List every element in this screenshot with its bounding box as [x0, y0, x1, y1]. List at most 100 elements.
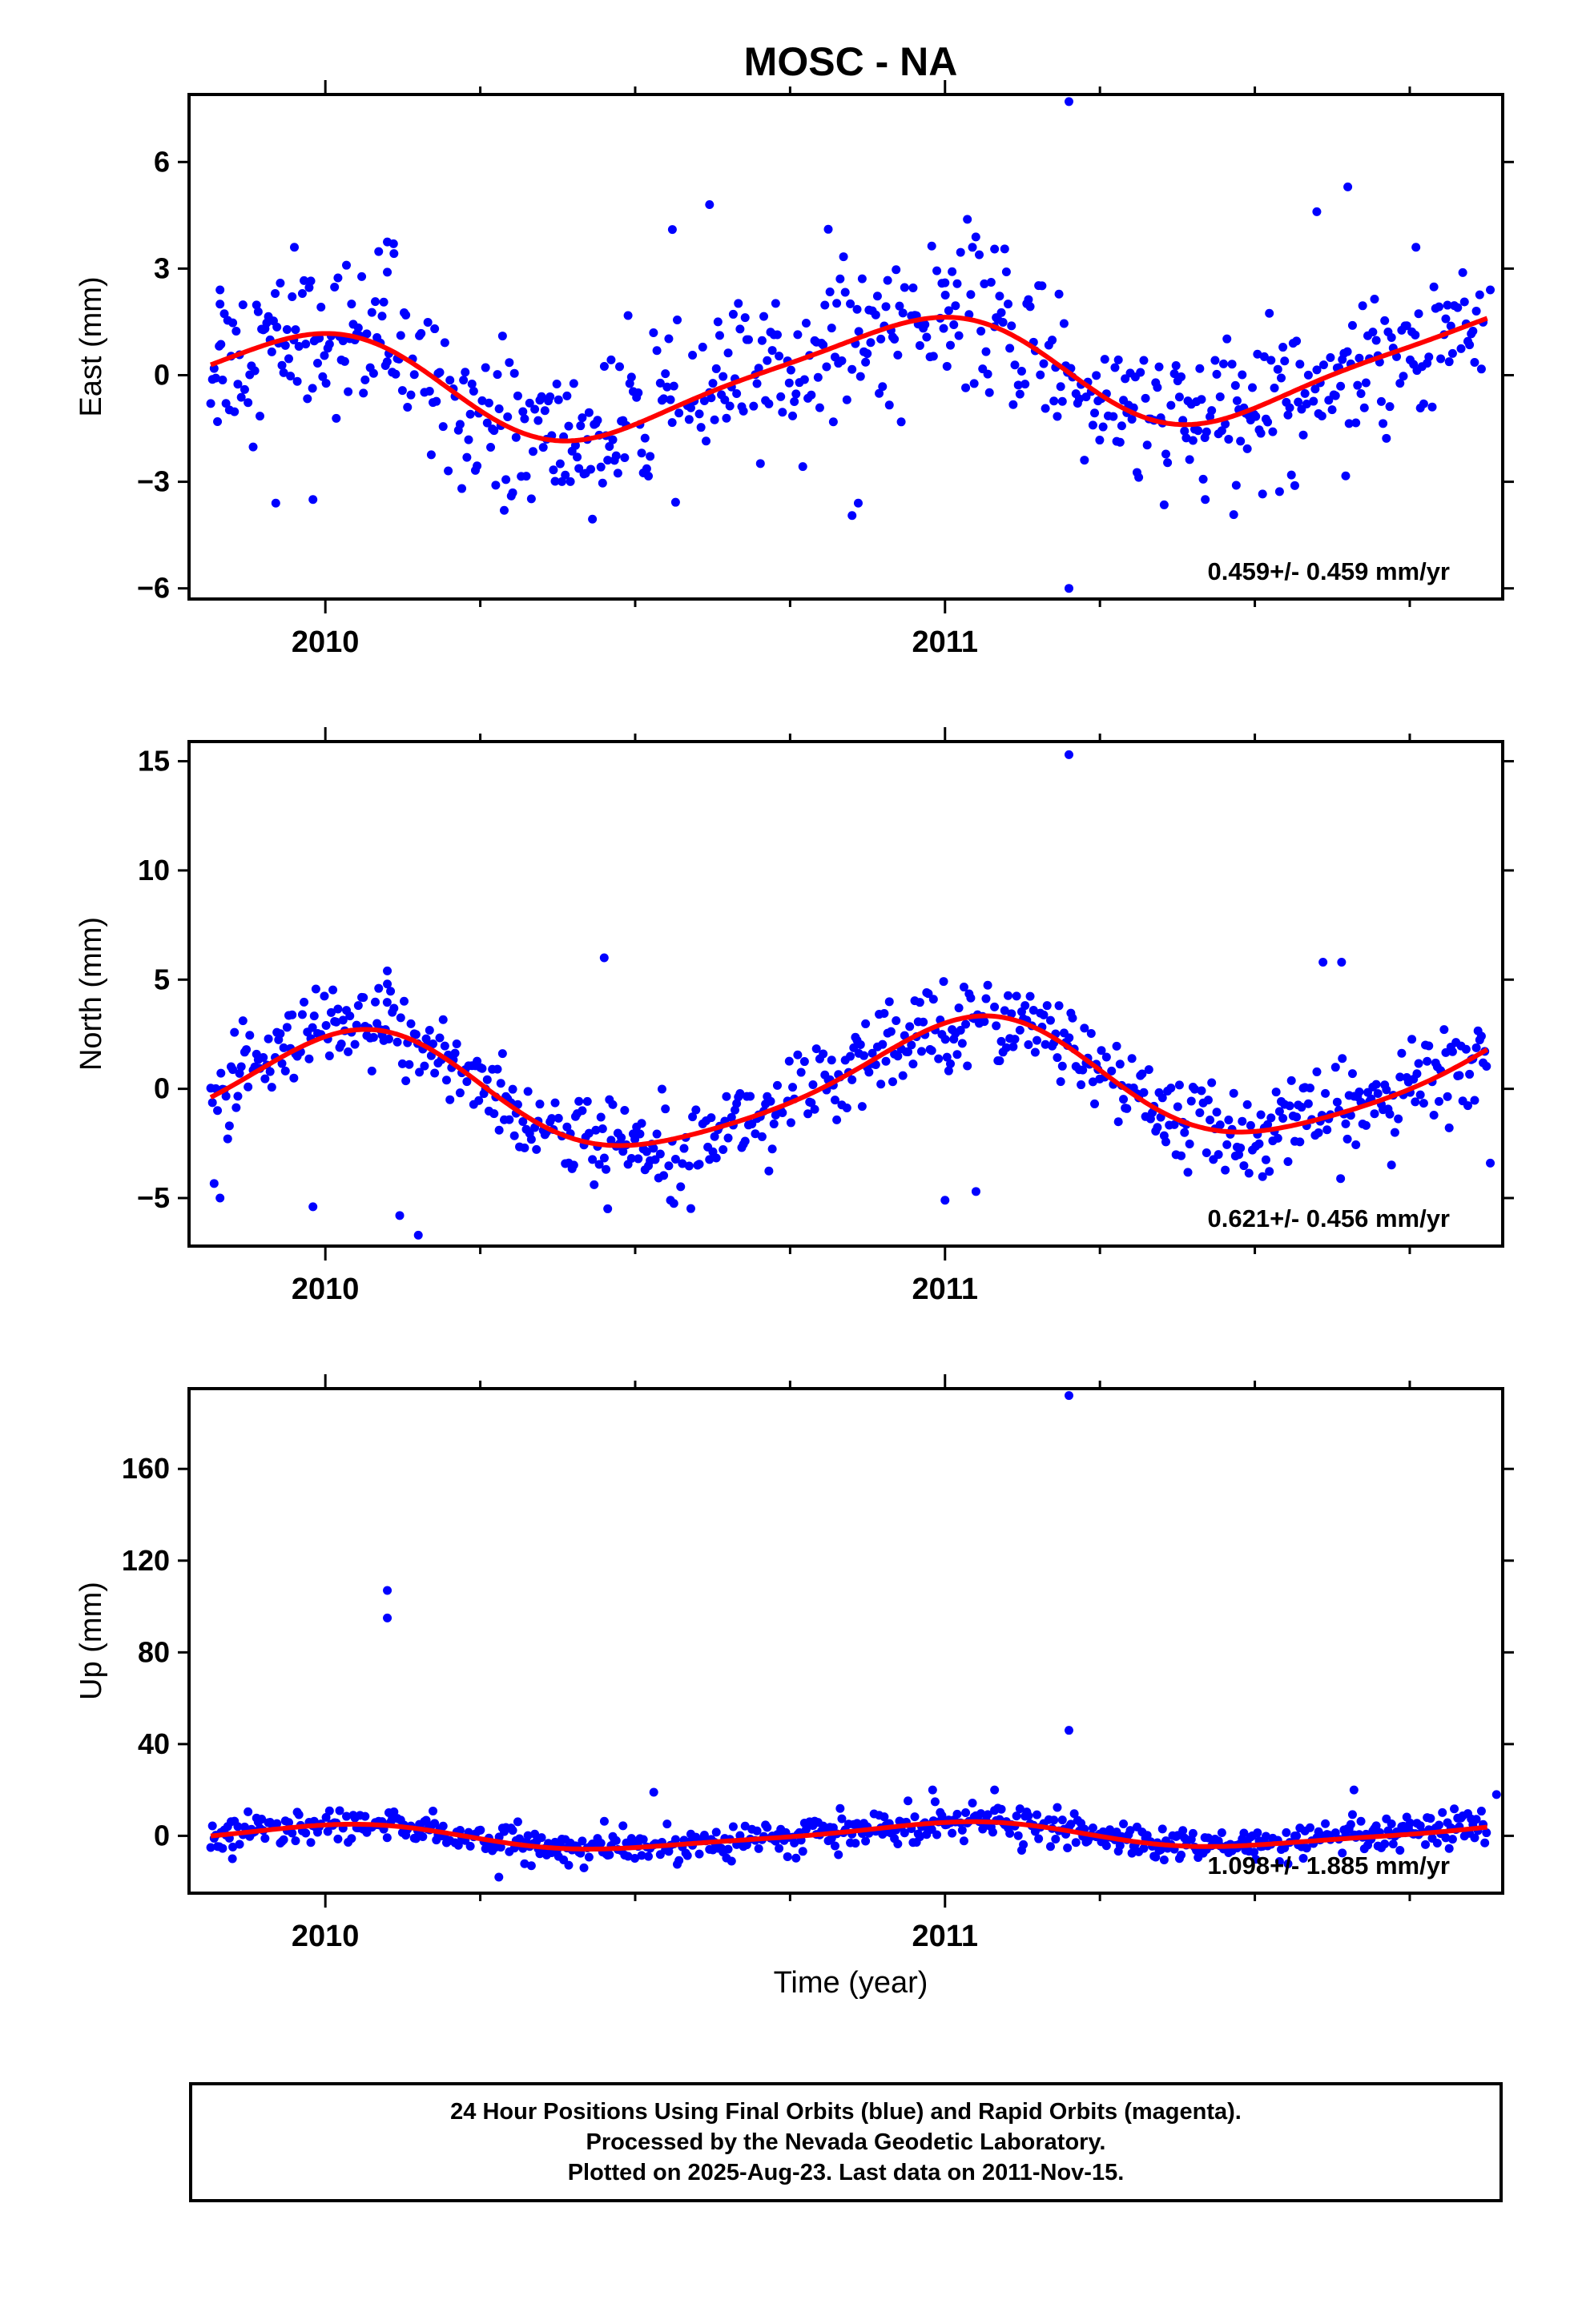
data-point — [391, 369, 401, 379]
data-point — [611, 1835, 621, 1845]
data-point — [915, 1832, 924, 1842]
data-point — [928, 352, 938, 361]
data-point — [757, 336, 767, 345]
data-point — [533, 416, 543, 425]
data-point — [552, 380, 562, 389]
data-point — [1217, 1828, 1226, 1838]
data-point — [1387, 1160, 1396, 1170]
y-tick-label: 40 — [138, 1727, 170, 1760]
data-point — [788, 411, 798, 420]
data-point — [530, 404, 540, 414]
data-point — [1476, 1031, 1486, 1041]
data-point — [684, 1161, 694, 1171]
data-point — [942, 1052, 952, 1062]
data-point — [813, 372, 823, 382]
data-point — [924, 989, 933, 999]
data-point — [608, 435, 618, 444]
data-point — [1429, 1111, 1439, 1120]
data-point — [851, 1839, 860, 1848]
data-point — [462, 1077, 472, 1087]
data-point — [1387, 332, 1396, 342]
data-point — [415, 1068, 425, 1077]
data-point — [880, 1009, 889, 1019]
data-point — [1171, 361, 1181, 371]
data-point — [662, 1819, 672, 1829]
data-point — [308, 384, 317, 393]
data-point — [465, 1841, 475, 1851]
data-point — [915, 998, 924, 1007]
data-point — [617, 1133, 626, 1143]
data-point — [1370, 294, 1379, 304]
data-point — [705, 200, 715, 210]
data-point — [769, 1119, 779, 1128]
data-point — [996, 1036, 1006, 1046]
data-point — [778, 1108, 787, 1118]
data-point — [1397, 1048, 1407, 1058]
data-point — [215, 285, 225, 295]
data-point — [670, 497, 680, 507]
data-point — [518, 407, 528, 416]
data-point — [669, 1199, 678, 1208]
data-point — [418, 1831, 428, 1841]
data-point — [1177, 372, 1186, 381]
data-point — [1236, 436, 1246, 446]
data-point — [1411, 243, 1421, 252]
data-point — [857, 1102, 867, 1112]
data-point — [1447, 1835, 1457, 1844]
data-point — [505, 358, 514, 368]
data-point — [837, 356, 847, 366]
data-point — [990, 1002, 1000, 1011]
data-point — [1295, 360, 1305, 369]
rate-label: 0.621+/- 0.456 mm/yr — [1208, 1204, 1450, 1232]
data-point — [231, 1103, 241, 1112]
data-point — [847, 511, 857, 521]
data-point — [786, 1118, 795, 1128]
data-point — [1450, 1804, 1459, 1814]
data-point — [904, 1047, 913, 1056]
data-point — [333, 273, 343, 283]
data-point — [1057, 1815, 1067, 1825]
data-point — [893, 1051, 903, 1061]
data-point — [1361, 1120, 1371, 1130]
data-point — [1414, 1059, 1423, 1068]
data-point — [549, 465, 558, 475]
y-axis-label: East (mm) — [74, 276, 108, 416]
data-point — [508, 1084, 517, 1094]
data-point — [320, 991, 329, 1001]
data-point — [715, 331, 724, 340]
data-point — [1347, 1069, 1357, 1079]
data-point — [271, 498, 280, 508]
data-point — [1066, 1819, 1076, 1829]
data-point — [1107, 1066, 1117, 1076]
data-point — [303, 394, 312, 404]
data-point — [951, 301, 960, 311]
data-point — [248, 442, 258, 452]
data-point — [1465, 1069, 1475, 1079]
data-point — [291, 1836, 300, 1846]
data-point — [944, 306, 953, 316]
data-point — [1039, 359, 1049, 368]
data-point — [649, 1787, 658, 1797]
x-axis-label: Time (year) — [774, 1966, 928, 2000]
data-point — [1201, 495, 1210, 505]
data-point — [596, 1112, 606, 1122]
data-point — [976, 1809, 986, 1819]
data-point — [213, 1106, 223, 1116]
data-point — [1064, 584, 1073, 593]
data-point — [537, 1833, 546, 1843]
data-point — [719, 1144, 728, 1154]
data-point — [1444, 1123, 1454, 1132]
data-point — [1098, 422, 1108, 432]
y-tick-label: 160 — [122, 1452, 170, 1485]
data-point — [674, 408, 684, 418]
data-point — [1217, 426, 1226, 436]
data-point — [927, 241, 936, 251]
data-point — [413, 1230, 423, 1240]
data-point — [1361, 378, 1371, 388]
data-point — [1244, 1168, 1254, 1178]
data-point — [1258, 1172, 1267, 1181]
data-point — [1100, 355, 1109, 364]
data-point — [228, 1842, 238, 1852]
data-point — [426, 450, 436, 460]
data-point — [477, 1063, 487, 1073]
